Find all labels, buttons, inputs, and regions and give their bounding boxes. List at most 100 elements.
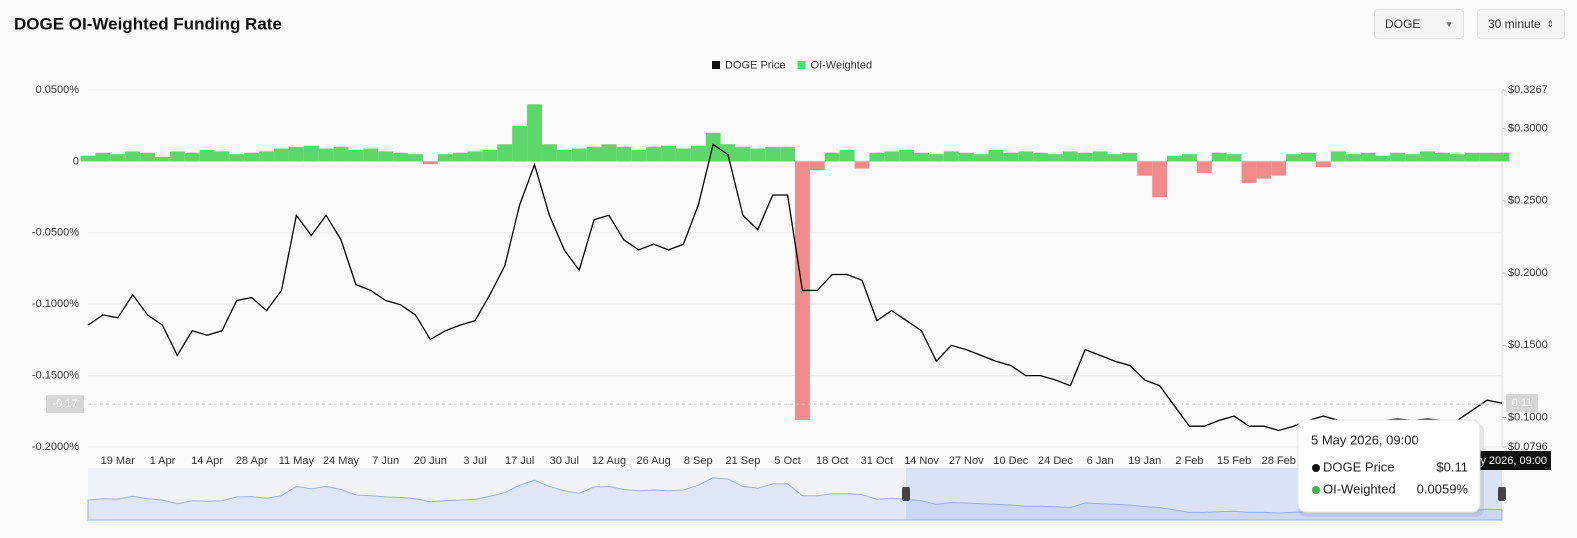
legend-swatch [797,61,806,69]
x-tick-label: 6 Jan [1087,455,1114,467]
funding-bar [824,152,840,162]
caret: ▼ [1445,19,1453,29]
funding-bar [125,151,141,162]
funding-bar [497,144,513,162]
tooltip-dot [1312,486,1320,494]
funding-bar [839,149,855,162]
crosshair-left-box [46,395,84,414]
updown: ⇕ [1546,18,1554,29]
y-tick-label: 0 [73,155,79,167]
funding-bar [303,145,319,162]
funding-bar [884,151,900,162]
tooltip-title: 5 May 2026, 09:00 [1311,432,1419,447]
funding-bar [780,147,795,162]
funding-bar [1137,161,1153,176]
funding-bar [675,148,691,162]
legend-swatch [712,61,720,69]
interval-select[interactable]: 30 minute ⇕ [1477,9,1565,39]
funding-bar [1241,161,1257,183]
funding-bar [1479,152,1495,162]
funding-bar [452,152,468,162]
crosshair-left-label: -0.17 [52,398,77,410]
funding-bar [333,147,349,162]
x-tick-label: 24 Dec [1038,455,1073,467]
funding-bar [408,154,423,162]
tooltip-value: 0.0059% [1417,481,1469,496]
funding-bar [348,149,364,162]
funding-bar [1271,161,1287,176]
funding-bar [288,147,304,162]
funding-bar [1167,155,1182,162]
tooltip-dot [1312,464,1320,472]
x-tick-label: 20 Jun [414,455,447,467]
funding-bar [1315,161,1331,168]
symbol-value: DOGE [1385,17,1421,31]
funding-bar [661,145,676,162]
funding-bar [928,154,944,162]
funding-bar [1420,151,1436,162]
funding-bar [571,148,587,162]
symbol-select[interactable]: DOGE ▼ [1374,9,1464,39]
x-tick-label: 19 Mar [101,455,136,467]
x-tick-label: 5 Oct [774,455,800,467]
chart-title: DOGE OI-Weighted Funding Rate [14,14,282,33]
funding-bar [1062,151,1078,162]
funding-bar [1330,151,1346,162]
funding-bar [274,148,289,162]
x-tick-label: 10 Dec [993,455,1028,467]
funding-bar [1390,152,1406,162]
funding-bar [1092,151,1108,162]
funding-bar [705,132,721,162]
funding-bar [229,154,245,162]
funding-bar [437,154,453,162]
x-tick-label: 12 Aug [592,455,626,467]
legend-label: DOGE Price [725,59,786,71]
y2-tick-label: $0.1000 [1508,411,1548,423]
navigator-handle [1498,487,1506,501]
funding-bar [1122,152,1138,162]
funding-bar [854,161,870,169]
funding-bar [646,147,662,162]
legend-label: OI-Weighted [811,59,873,71]
funding-bar [1286,154,1302,162]
x-tick-label: 28 Apr [236,455,268,467]
funding-bar [988,149,1004,162]
y-tick-label: -0.1000% [32,298,79,310]
crosshair-right-box [1506,394,1538,413]
funding-bar [1107,154,1123,162]
x-tick-label: 26 Aug [636,455,670,467]
funding-bar [422,161,438,165]
y2-tick-label: $0.3000 [1508,122,1548,134]
funding-bar [1077,152,1093,162]
funding-bar [556,149,572,162]
funding-bar [914,152,929,162]
funding-bar [95,152,111,162]
funding-bar [1464,152,1480,162]
x-tick-label: 18 Oct [816,455,848,467]
funding-bar [363,148,379,162]
tooltip-name: DOGE Price [1323,459,1395,474]
x-tick-label: 14 Apr [191,455,223,467]
funding-bar [1033,152,1049,162]
tooltip-box [1297,419,1481,513]
x-tick-label: 31 Oct [861,455,893,467]
x-tick-label: 14 Nov [904,455,939,467]
funding-bar [616,147,632,162]
x-tick-label: 28 Feb [1262,455,1296,467]
funding-bar [1360,152,1376,162]
y2-tick-label: $0.2500 [1508,195,1548,207]
x-tick-label: 1 Apr [150,455,176,467]
x-tick-label: 3 Jul [463,455,486,467]
y2-tick-label: $0.2000 [1508,267,1548,279]
funding-bar [1018,151,1034,162]
funding-bar [809,161,825,170]
x-tick-label: 19 Jan [1128,455,1161,467]
funding-bar [586,147,602,162]
funding-bar [512,125,528,162]
funding-bar [541,144,557,162]
funding-bar [1435,152,1450,162]
y-tick-label: 0.0500% [36,84,80,96]
funding-bar [1211,152,1227,162]
